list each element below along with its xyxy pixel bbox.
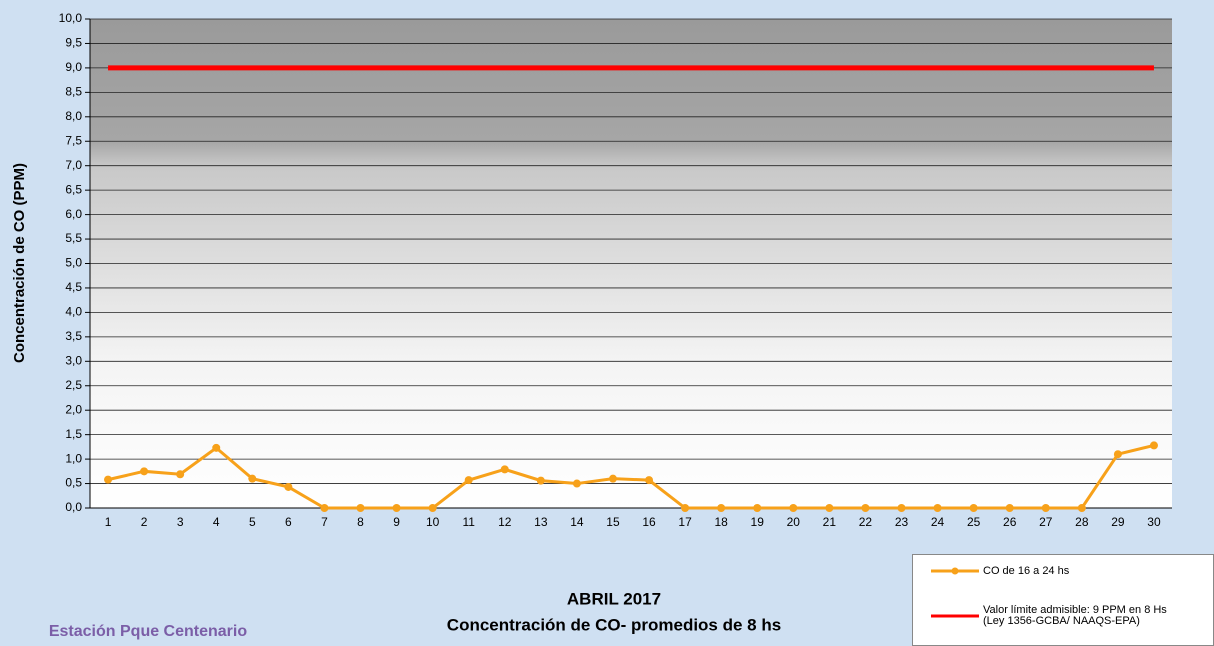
y-tick-label: 9,0 (65, 60, 82, 74)
x-tick-label: 9 (393, 515, 400, 529)
legend-swatch (931, 565, 979, 577)
point (537, 477, 545, 485)
point (357, 504, 365, 512)
point (1042, 504, 1050, 512)
x-tick-label: 23 (895, 515, 909, 529)
y-tick-label: 0,5 (65, 476, 82, 490)
point (104, 476, 112, 484)
x-tick-label: 2 (141, 515, 148, 529)
x-tick-label: 12 (498, 515, 512, 529)
x-tick-label: 15 (606, 515, 620, 529)
legend-label: Valor límite admisible: 9 PPM en 8 Hs (L… (983, 605, 1167, 627)
point (970, 504, 978, 512)
point (140, 467, 148, 475)
x-tick-label: 10 (426, 515, 440, 529)
x-tick-label: 26 (1003, 515, 1017, 529)
x-tick-label: 18 (714, 515, 728, 529)
x-tick-label: 4 (213, 515, 220, 529)
point (1114, 450, 1122, 458)
x-tick-label: 14 (570, 515, 584, 529)
x-tick-label: 7 (321, 515, 328, 529)
y-tick-label: 9,5 (65, 36, 82, 50)
point (212, 444, 220, 452)
point (753, 504, 761, 512)
point (898, 504, 906, 512)
x-tick-label: 16 (642, 515, 656, 529)
y-tick-label: 3,5 (65, 329, 82, 343)
x-tick-label: 20 (787, 515, 801, 529)
x-tick-label: 19 (751, 515, 765, 529)
point (176, 470, 184, 478)
legend-marker (952, 568, 959, 575)
point (717, 504, 725, 512)
x-tick-label: 3 (177, 515, 184, 529)
x-tick-label: 21 (823, 515, 837, 529)
y-tick-label: 6,0 (65, 207, 82, 221)
y-tick-label: 7,0 (65, 158, 82, 172)
y-tick-label: 2,0 (65, 402, 82, 416)
y-tick-label: 5,0 (65, 256, 82, 270)
point (284, 483, 292, 491)
legend-item: Valor límite admisible: 9 PPM en 8 Hs (L… (931, 605, 1167, 627)
legend: CO de 16 a 24 hs Valor límite admisible: … (912, 554, 1214, 646)
x-tick-label: 5 (249, 515, 256, 529)
x-tick-label: 8 (357, 515, 364, 529)
point (825, 504, 833, 512)
y-tick-label: 7,5 (65, 133, 82, 147)
y-tick-label: 8,0 (65, 109, 82, 123)
chart-subtitle: Concentración de CO- promedios de 8 hs (447, 615, 781, 634)
y-tick-label: 6,5 (65, 182, 82, 196)
chart: Concentración de CO (PPM) ABRIL 2017 Con… (0, 0, 1214, 646)
point (645, 476, 653, 484)
chart-title: ABRIL 2017 (567, 589, 661, 608)
x-tick-label: 27 (1039, 515, 1053, 529)
x-tick-label: 25 (967, 515, 981, 529)
legend-item: CO de 16 a 24 hs (931, 565, 1069, 577)
y-tick-label: 1,5 (65, 427, 82, 441)
y-tick-label: 4,5 (65, 280, 82, 294)
point (681, 504, 689, 512)
x-tick-label: 17 (678, 515, 692, 529)
x-tick-label: 30 (1147, 515, 1161, 529)
x-tick-label: 24 (931, 515, 945, 529)
point (934, 504, 942, 512)
x-tick-label: 13 (534, 515, 548, 529)
point (609, 475, 617, 483)
x-tick-label: 1 (105, 515, 112, 529)
y-tick-label: 4,0 (65, 305, 82, 319)
y-tick-label: 0,0 (65, 500, 82, 514)
annotation: Estación Pque Centenario (49, 623, 247, 640)
y-tick-label: 8,5 (65, 85, 82, 99)
point (1078, 504, 1086, 512)
point (429, 504, 437, 512)
point (248, 475, 256, 483)
x-tick-label: 22 (859, 515, 873, 529)
page: Concentración de CO (PPM) ABRIL 2017 Con… (0, 0, 1214, 646)
point (393, 504, 401, 512)
point (789, 504, 797, 512)
legend-swatch (931, 610, 979, 622)
x-tick-label: 29 (1111, 515, 1125, 529)
point (465, 476, 473, 484)
y-tick-label: 10,0 (59, 11, 83, 25)
x-tick-label: 11 (462, 515, 475, 529)
point (1150, 441, 1158, 449)
y-tick-label: 3,0 (65, 353, 82, 367)
point (573, 480, 581, 488)
y-tick-label: 5,5 (65, 231, 82, 245)
point (1006, 504, 1014, 512)
point (320, 504, 328, 512)
point (501, 465, 509, 473)
y-axis-label: Concentración de CO (PPM) (11, 163, 28, 363)
y-tick-label: 1,0 (65, 451, 82, 465)
y-tick-label: 2,5 (65, 378, 82, 392)
x-tick-label: 6 (285, 515, 292, 529)
legend-label: CO de 16 a 24 hs (983, 566, 1069, 577)
x-tick-label: 28 (1075, 515, 1089, 529)
point (861, 504, 869, 512)
